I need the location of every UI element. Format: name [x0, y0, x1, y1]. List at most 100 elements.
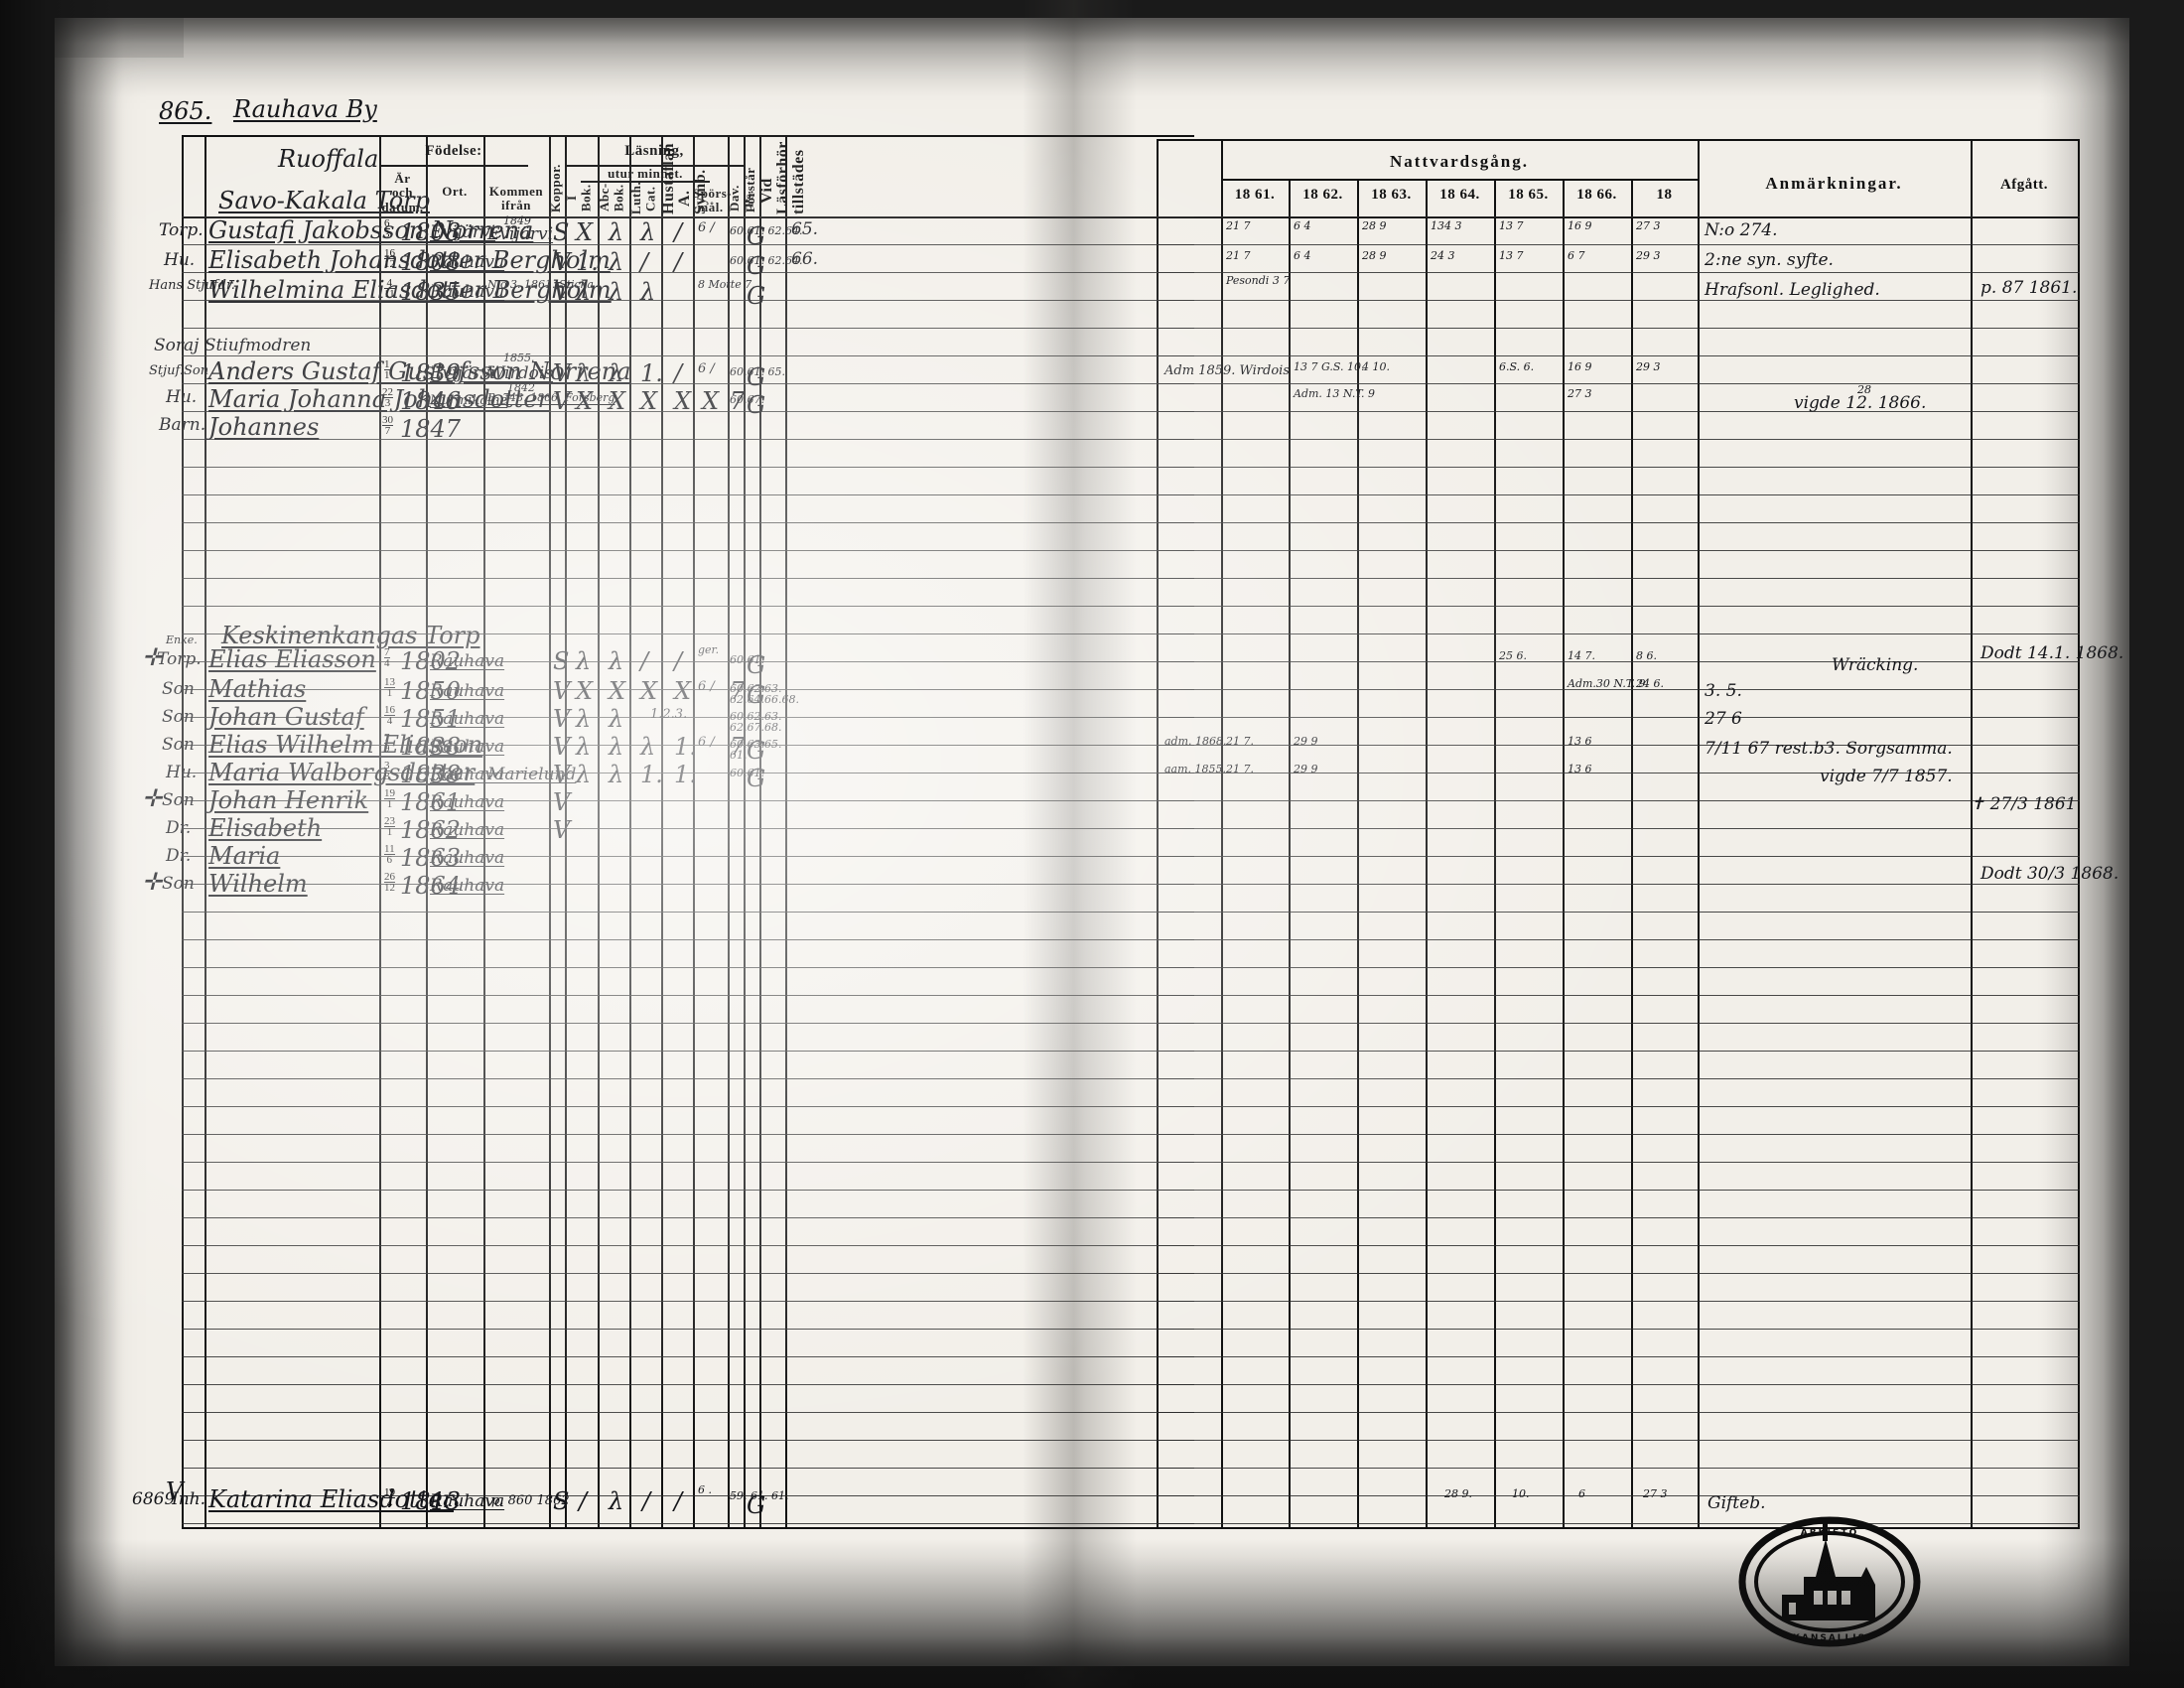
row-name: Elisabeth [208, 814, 323, 842]
row-relation: Son [162, 735, 195, 755]
row-rule [182, 383, 1194, 384]
row-rule [182, 912, 1194, 913]
row-rule [182, 939, 1194, 940]
reading-sporsmal: ger. [698, 643, 720, 656]
row-rule [1157, 828, 2080, 829]
vid-lasforhor: 60.61. [730, 767, 764, 779]
vid-lasforhor: 60.61. 62.64. [730, 254, 803, 267]
communion-year-1863: 18 63. [1371, 187, 1412, 203]
birth-year: 1808 [400, 248, 462, 276]
row-rule [1157, 661, 2080, 662]
birth-place: Rauhava [430, 737, 505, 757]
row-rule [1157, 856, 2080, 857]
reading-luth: λ [640, 278, 656, 306]
reading-husta: / [674, 647, 683, 675]
header-dav-ps: Dav. Ps. [727, 185, 756, 212]
vid-lasforhor: 60.67. [730, 393, 764, 406]
communion-1861: 21 7 [1226, 219, 1251, 232]
svg-text:ARKISTO: ARKISTO [1801, 1528, 1859, 1538]
row-rule [1157, 606, 2080, 607]
row-rule [1157, 411, 2080, 412]
row-relation-superscript: Enke. [166, 633, 198, 646]
birth-place: Rauhava [430, 709, 505, 729]
birth-year: 1846 [400, 387, 462, 415]
row-rule [182, 661, 1194, 662]
communion-1864: 28 9. [1444, 1487, 1472, 1500]
birth-date: 23 1 [384, 815, 395, 839]
reading-sporsmal: 6 / [698, 679, 715, 694]
row-name: Johannes [208, 413, 320, 441]
row-rule [182, 1412, 1194, 1413]
moved-from-year: 1849 [503, 214, 531, 227]
row-rule [1157, 383, 2080, 384]
header-moved-from: Kommen ifrån [488, 184, 544, 213]
row-rule [182, 1023, 1194, 1024]
row-rule [182, 800, 1194, 801]
reading-husta: / [674, 248, 683, 276]
row-rule [1157, 1078, 2080, 1079]
row-rule [1157, 1190, 2080, 1191]
row-rule [182, 216, 1194, 217]
birth-date: 16 4 [384, 704, 395, 728]
row-name: Elias Eliasson [208, 645, 376, 673]
reading-i-bok: X [576, 387, 594, 415]
village-heading: Rauhava By [233, 95, 377, 123]
row-rule [1157, 995, 2080, 996]
remarks-superscript: 28 [1857, 383, 1871, 396]
reading-abc: X [609, 387, 626, 415]
communion-year-1865: 18 65. [1508, 187, 1549, 203]
reading-luth: / [640, 647, 649, 675]
row-relation: Son [162, 707, 195, 727]
birth-place: Rauhava [430, 792, 505, 812]
row-name: Elias Wilhelm Eliasson [208, 731, 483, 759]
row-name: Mathias [208, 675, 307, 703]
row-name: Wilhelmina Eliasdotter Bergholm [208, 276, 612, 304]
birth-date: 16 12 [384, 247, 395, 271]
register-paper-sheet: 865. Rauhava By Ruoffala [55, 18, 2129, 1666]
birth-date: 11 6 [384, 843, 395, 867]
row-subtitle-stiufmodren: Soraj Stiufmodren [154, 336, 312, 355]
smallpox-mark: V [553, 761, 571, 788]
reading-abc: λ [609, 248, 624, 276]
row-rule [1157, 467, 2080, 468]
bottom-left-marker: 6869 [132, 1489, 176, 1509]
row-rule [1157, 912, 2080, 913]
header-forstar: Förstår [743, 167, 757, 212]
row-rule [1157, 300, 2080, 301]
communion-blank: 27 3 [1636, 219, 1661, 232]
row-rule [1157, 328, 2080, 329]
row-relation: Inh. [172, 1489, 206, 1509]
birth-date: 4 11 [384, 277, 395, 301]
row-rule [1157, 1162, 2080, 1163]
reading-husta: / [674, 1487, 683, 1515]
birth-date: 26 12 [384, 871, 395, 895]
margin-mark-cross: ✛ [142, 784, 163, 812]
reading-husta: 1. [674, 761, 697, 788]
departed-text: p. 87 1861. [1980, 278, 2078, 298]
row-rule [1157, 939, 2080, 940]
communion-blank: 29 3 [1636, 360, 1661, 373]
reading-husta: X [674, 677, 692, 705]
remarks-text: 27 6 [1705, 709, 1742, 729]
row-rule [1157, 773, 2080, 774]
row-name: Maria [208, 842, 281, 870]
row-rule [1157, 1273, 2080, 1274]
reading-luth: X [640, 677, 658, 705]
row-name: Maria Johanna Johansdotter [208, 385, 550, 413]
smallpox-mark: S [553, 647, 570, 675]
reading-luth: 1. [640, 761, 663, 788]
header-koppor: Koppor. [548, 164, 563, 212]
row-name: Anders Gustaf Gustafsson Norrena [208, 357, 631, 385]
row-rule [1157, 1523, 2080, 1524]
reading-forstar: G [747, 1491, 766, 1519]
reading-luth: X [640, 387, 658, 415]
communion-1865: 10. [1512, 1487, 1530, 1500]
row-name: Johan Henrik [208, 786, 369, 814]
row-rule [1157, 1384, 2080, 1385]
row-relation: Torp. [157, 649, 202, 669]
smallpox-mark: V [553, 733, 571, 761]
remarks-text: 3. 5. [1705, 681, 1742, 701]
reading-abc: λ [609, 278, 624, 306]
